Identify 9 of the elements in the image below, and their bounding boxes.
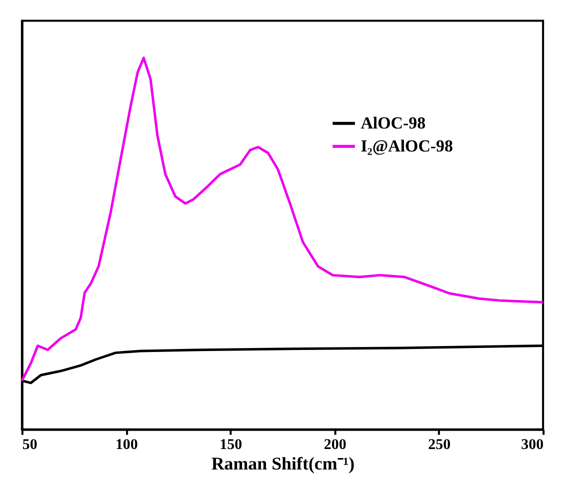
x-tick-label: 150 [220, 436, 242, 453]
x-tick-label: 50 [22, 436, 38, 453]
x-tick-label: 100 [115, 436, 138, 453]
legend-label: AlOC-98 [360, 113, 426, 132]
x-tick-label: 250 [428, 436, 451, 453]
x-axis-title: Raman Shift(cm⁻¹) [211, 454, 355, 474]
x-tick-label: 200 [324, 436, 346, 453]
legend-label: I₂@AlOC-98 [360, 136, 453, 156]
x-tick-label: 300 [521, 436, 544, 453]
